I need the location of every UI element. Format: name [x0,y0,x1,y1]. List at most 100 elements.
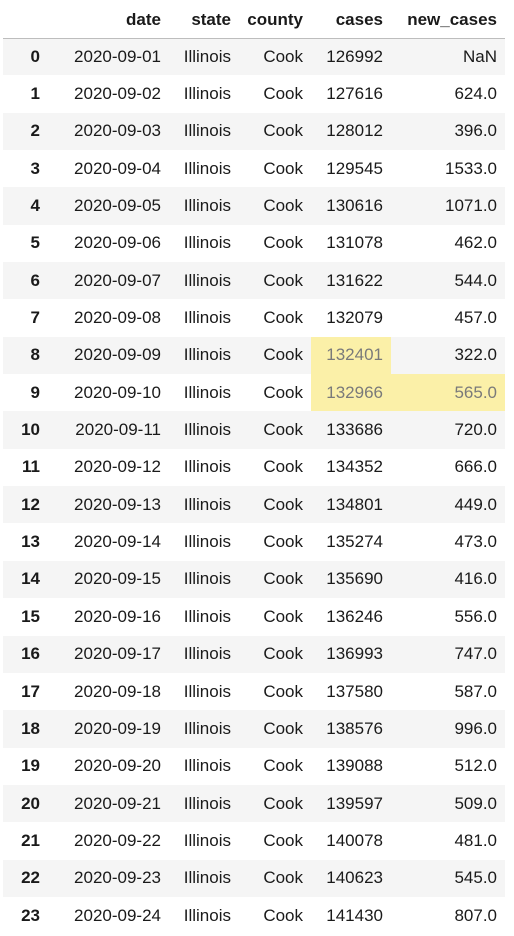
cell-date: 2020-09-13 [74,494,161,514]
table-row: 6 2020-09-07 Illinois Cook 131622 544.0 [3,262,505,300]
cell-cases: 139597 [326,793,383,813]
row-index: 3 [30,158,40,178]
cell-county: Cook [263,681,303,701]
row-index: 6 [30,270,40,290]
cell-state: Illinois [183,830,231,850]
cell-new-cases: NaN [462,46,497,66]
cell-cases: 126992 [326,46,383,66]
row-index: 18 [21,718,40,738]
cell-date: 2020-09-20 [74,756,161,776]
cell-cases: 135690 [326,569,383,589]
cell-cases: 135274 [326,532,383,552]
cell-cases: 136246 [326,606,383,626]
cell-new-cases: 416.0 [454,569,497,589]
cell-state: Illinois [183,681,231,701]
cell-cases: 129545 [326,158,383,178]
header-index [3,3,48,39]
row-index: 7 [30,308,40,328]
cell-cases: 131078 [326,233,383,253]
cell-date: 2020-09-21 [74,793,161,813]
row-index: 5 [30,233,40,253]
cell-date: 2020-09-24 [74,905,161,925]
row-index: 17 [21,681,40,701]
cell-state: Illinois [183,457,231,477]
cell-county: Cook [263,569,303,589]
cell-state: Illinois [183,644,231,664]
cell-cases: 137580 [326,681,383,701]
cell-date: 2020-09-04 [74,158,161,178]
table-row: 20 2020-09-21 Illinois Cook 139597 509.0 [3,784,505,823]
cell-county: Cook [263,382,303,402]
cell-cases: 139088 [326,756,383,776]
cell-state: Illinois [183,46,231,66]
cell-date: 2020-09-11 [75,420,161,440]
row-index: 10 [21,420,40,440]
cell-date: 2020-09-09 [74,345,161,365]
row-index: 1 [30,84,40,104]
cell-state: Illinois [183,196,231,216]
cell-county: Cook [263,494,303,514]
table-row: 1 2020-09-02 Illinois Cook 127616 624.0 [3,75,505,113]
table-row: 22 2020-09-23 Illinois Cook 140623 545.0 [3,859,505,897]
cell-date: 2020-09-22 [74,830,161,850]
cell-county: Cook [263,830,303,850]
cell-date: 2020-09-06 [74,233,161,253]
cell-cases: 134352 [326,457,383,477]
cell-date: 2020-09-08 [74,308,161,328]
cell-date: 2020-09-07 [74,270,161,290]
cell-new-cases: 556.0 [454,606,497,626]
cell-county: Cook [263,868,303,888]
cell-cases: 133686 [326,420,383,440]
row-index: 16 [21,644,40,664]
table-row: 21 2020-09-22 Illinois Cook 140078 481.0 [3,822,505,860]
cell-date: 2020-09-19 [74,718,161,738]
row-index: 22 [21,868,40,888]
table-row: 23 2020-09-24 Illinois Cook 141430 807.0 [3,896,505,935]
cell-county: Cook [263,644,303,664]
cell-state: Illinois [183,420,231,440]
cell-county: Cook [263,457,303,477]
table-row: 4 2020-09-05 Illinois Cook 130616 1071.0 [3,187,505,225]
cell-cases: 132079 [326,308,383,328]
cell-new-cases: 1533.0 [445,158,497,178]
cell-state: Illinois [183,121,231,141]
cell-date: 2020-09-10 [74,382,161,402]
cell-date: 2020-09-16 [74,606,161,626]
cell-new-cases: 457.0 [454,308,497,328]
cell-county: Cook [263,606,303,626]
row-index: 2 [30,121,40,141]
cell-state: Illinois [183,756,231,776]
cell-cases: 140623 [326,868,383,888]
cell-state: Illinois [183,270,231,290]
header-county: county [239,3,311,39]
row-index: 21 [21,830,40,850]
cell-county: Cook [263,196,303,216]
table-row: 11 2020-09-12 Illinois Cook 134352 666.0 [3,448,505,487]
row-index: 0 [30,46,40,66]
table-row: 19 2020-09-20 Illinois Cook 139088 512.0 [3,747,505,785]
cell-state: Illinois [183,718,231,738]
cell-new-cases: 462.0 [454,233,497,253]
table-row: 7 2020-09-08 Illinois Cook 132079 457.0 [3,299,505,337]
cell-date: 2020-09-01 [74,46,161,66]
table-row: 14 2020-09-15 Illinois Cook 135690 416.0 [3,560,505,599]
cell-date: 2020-09-18 [74,681,161,701]
cell-state: Illinois [183,345,231,365]
cell-county: Cook [263,793,303,813]
table-body: 0 2020-09-01 Illinois Cook 126992 NaN 1 2020-09… [3,38,505,935]
row-index: 8 [30,345,40,365]
row-index: 15 [21,606,40,626]
table-row: 16 2020-09-17 Illinois Cook 136993 747.0 [3,635,505,673]
cell-date: 2020-09-12 [74,457,161,477]
cell-state: Illinois [183,382,231,402]
cell-new-cases: 544.0 [454,270,497,290]
table-row: 17 2020-09-18 Illinois Cook 137580 587.0 [3,672,505,711]
cell-new-cases: 449.0 [454,494,497,514]
row-index: 12 [21,494,40,514]
table-row: 0 2020-09-01 Illinois Cook 126992 NaN [3,38,505,76]
table-row: 15 2020-09-16 Illinois Cook 136246 556.0 [3,598,505,636]
table-row: 10 2020-09-11 Illinois Cook 133686 720.0 [3,411,505,449]
header-row: date state county cases new_cases [3,3,505,39]
cell-date: 2020-09-02 [74,84,161,104]
table-row: 13 2020-09-14 Illinois Cook 135274 473.0 [3,523,505,561]
